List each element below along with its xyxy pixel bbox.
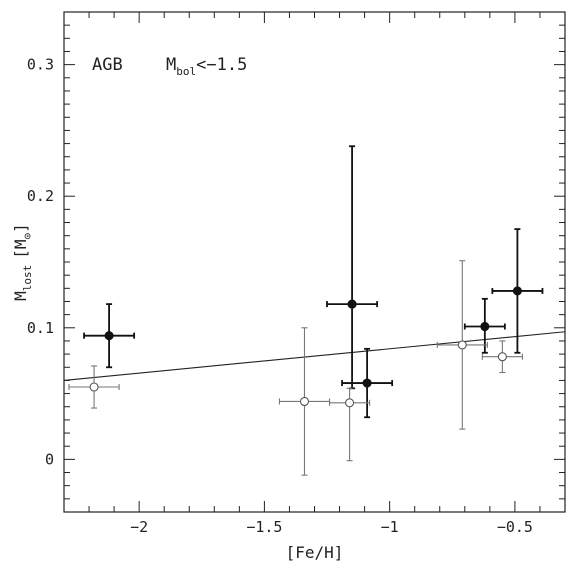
data-group xyxy=(63,145,566,476)
x-tick-label: −2 xyxy=(130,518,148,536)
filled-data-point xyxy=(362,378,372,388)
open-data-point xyxy=(345,398,355,408)
x-tick-label: −0.5 xyxy=(497,518,533,536)
open-data-point xyxy=(457,340,467,350)
filled-data-point xyxy=(480,321,490,332)
x-tick-label: −1.5 xyxy=(246,518,282,536)
y-tick-label: 0 xyxy=(45,450,54,468)
open-data-point xyxy=(497,352,507,362)
x-axis-title: [Fe/H] xyxy=(286,543,344,562)
panel-label-m: M xyxy=(166,55,176,75)
plot-frame xyxy=(63,11,566,513)
y-axis-title-unit-open: [M xyxy=(11,239,30,258)
panel-label-threshold: <−1.5 xyxy=(196,55,247,75)
y-axis-title: Mlost [M⊙] xyxy=(11,223,34,301)
filled-data-point xyxy=(512,286,522,296)
label-group: −2 −1.5 −1 −0.5 0 0.1 0.2 0.3 [Fe/H] Mlost [M⊙] AGB… xyxy=(11,55,533,562)
y-axis-title-unit-sub: ⊙ xyxy=(21,233,34,240)
panel-label-agb: AGB xyxy=(92,55,123,75)
filled-data-point xyxy=(104,331,114,341)
y-axis-title-unit-close: ] xyxy=(11,223,30,233)
y-tick-label: 0.3 xyxy=(27,56,54,74)
y-axis-title-main: M xyxy=(11,291,30,301)
x-tick-label: −1 xyxy=(381,518,399,536)
y-tick-label: 0.1 xyxy=(27,319,54,337)
fit-line xyxy=(63,331,566,381)
open-data-point xyxy=(299,396,310,407)
filled-data-point xyxy=(347,299,357,309)
y-axis-title-sub: lost xyxy=(21,265,34,292)
open-data-point xyxy=(89,382,99,392)
plot-frame-group xyxy=(63,11,566,513)
panel-label-m-sub: bol xyxy=(176,65,196,78)
panel-label-condition: Mbol<−1.5 xyxy=(166,55,247,78)
y-tick-label: 0.2 xyxy=(27,187,54,205)
